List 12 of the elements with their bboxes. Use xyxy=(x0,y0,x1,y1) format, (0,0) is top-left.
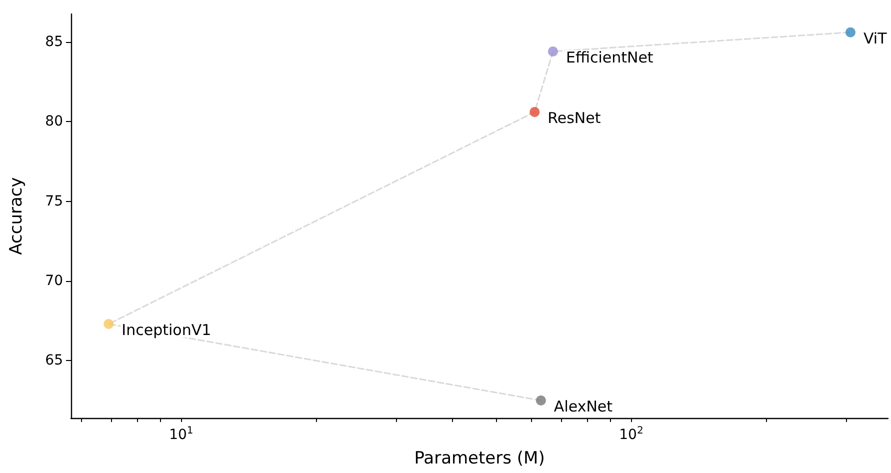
y-tick-label: 80 xyxy=(45,114,63,130)
x-axis-title: Parameters (M) xyxy=(414,448,545,468)
y-tick-label: 85 xyxy=(45,34,63,50)
y-tick-label: 75 xyxy=(45,193,63,210)
annotation: InceptionV1 xyxy=(122,320,212,339)
annotation: ResNet xyxy=(548,109,601,128)
annotation: EfficientNet xyxy=(566,48,654,66)
y-tick-label: 70 xyxy=(45,272,63,289)
y-tick-label: 65 xyxy=(45,352,63,369)
annotation: ViT xyxy=(863,29,888,48)
annotation: AlexNet xyxy=(554,397,613,416)
y-axis-title: Accuracy xyxy=(6,177,26,255)
